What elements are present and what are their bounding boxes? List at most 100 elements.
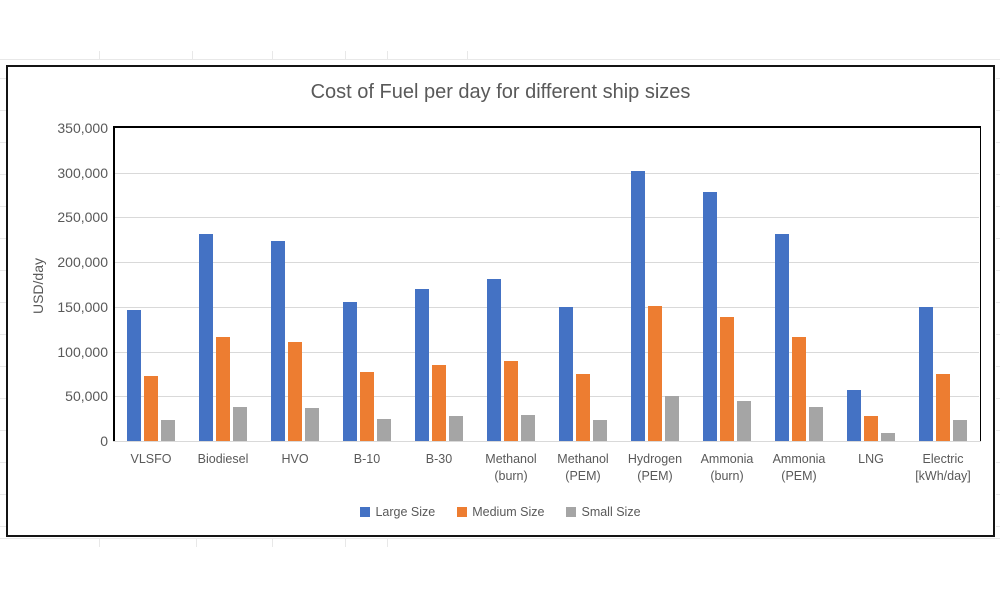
spreadsheet-gridline — [0, 334, 6, 335]
bar-small-size — [665, 396, 679, 441]
bar-large-size — [775, 234, 789, 441]
spreadsheet-gridline — [99, 51, 100, 59]
chart-frame: Cost of Fuel per day for different ship … — [6, 65, 995, 537]
bar-small-size — [809, 407, 823, 441]
bar-group — [475, 128, 547, 441]
bar-group — [907, 128, 979, 441]
bar-small-size — [953, 420, 967, 441]
bar-medium-size — [864, 416, 878, 441]
spreadsheet-gridline — [99, 539, 100, 547]
bar-medium-size — [144, 376, 158, 441]
bar-small-size — [521, 415, 535, 441]
legend-label: Large Size — [375, 505, 436, 519]
spreadsheet-gridline — [0, 538, 1000, 539]
bar-medium-size — [432, 365, 446, 441]
spreadsheet-gridline — [0, 526, 6, 527]
bar-group — [331, 128, 403, 441]
spreadsheet-gridline — [345, 51, 346, 59]
bar-group — [835, 128, 907, 441]
bar-small-size — [305, 408, 319, 441]
plot-right-border — [979, 126, 981, 442]
spreadsheet-gridline — [387, 539, 388, 547]
bar-small-size — [449, 416, 463, 441]
spreadsheet-gridline — [0, 366, 6, 367]
y-tick-label: 150,000 — [57, 298, 108, 315]
y-gridline — [115, 351, 979, 353]
bar-group — [691, 128, 763, 441]
spreadsheet-gridline — [0, 430, 6, 431]
spreadsheet-gridline — [996, 526, 1000, 527]
bar-medium-size — [288, 342, 302, 441]
spreadsheet-gridline — [996, 398, 1000, 399]
bar-large-size — [127, 310, 141, 441]
plot-area — [115, 128, 979, 441]
spreadsheet-gridline — [996, 206, 1000, 207]
spreadsheet-gridline — [996, 366, 1000, 367]
bar-large-size — [343, 302, 357, 441]
spreadsheet-gridline — [0, 270, 6, 271]
y-tick-label: 100,000 — [57, 343, 108, 360]
bar-small-size — [161, 420, 175, 441]
bar-large-size — [559, 307, 573, 441]
x-tick-label: B-30 — [425, 452, 453, 466]
spreadsheet-gridline — [996, 302, 1000, 303]
y-tick-label: 300,000 — [57, 164, 108, 181]
bar-medium-size — [720, 317, 734, 441]
y-gridline — [115, 396, 979, 398]
spreadsheet-gridline — [996, 238, 1000, 239]
bar-small-size — [881, 433, 895, 441]
spreadsheet-gridline — [0, 110, 6, 111]
bar-small-size — [377, 419, 391, 441]
y-axis-line — [113, 126, 115, 442]
spreadsheet-gridline — [996, 78, 1000, 79]
bar-group — [115, 128, 187, 441]
spreadsheet-gridline — [0, 302, 6, 303]
legend-color-swatch-icon — [566, 507, 577, 517]
legend: Large Size Medium Size Small Size — [8, 504, 993, 520]
spreadsheet-gridline — [996, 110, 1000, 111]
bar-large-size — [919, 307, 933, 441]
spreadsheet-gridline — [0, 174, 6, 175]
legend-label: Medium Size — [472, 505, 545, 519]
bar-group — [619, 128, 691, 441]
y-tick-label: 350,000 — [57, 120, 108, 136]
legend-item: Small Size — [566, 505, 641, 519]
bar-medium-size — [936, 374, 950, 441]
x-tick-label: Biodiesel — [197, 452, 249, 466]
spreadsheet-gridline — [996, 142, 1000, 143]
spreadsheet-gridline — [272, 51, 273, 59]
y-gridline — [115, 306, 979, 308]
x-tick-label: Methanol (burn) — [485, 452, 537, 483]
plot-top-border — [113, 126, 981, 128]
bar-medium-size — [792, 337, 806, 441]
y-gridline — [115, 262, 979, 264]
legend-item: Large Size — [360, 505, 435, 519]
spreadsheet-gridline — [0, 494, 6, 495]
spreadsheet-gridline — [192, 51, 193, 59]
spreadsheet-gridline — [996, 494, 1000, 495]
spreadsheet-gridline — [996, 270, 1000, 271]
spreadsheet-gridline — [996, 334, 1000, 335]
x-tick-label: VLSFO — [130, 452, 172, 466]
spreadsheet-gridline — [467, 51, 468, 59]
x-tick-label: B-10 — [353, 452, 381, 466]
bar-large-size — [415, 289, 429, 441]
bar-large-size — [487, 279, 501, 441]
x-axis-line — [113, 441, 981, 442]
spreadsheet-gridline — [996, 174, 1000, 175]
bar-small-size — [233, 407, 247, 441]
bar-large-size — [271, 241, 285, 441]
bar-large-size — [199, 234, 213, 441]
chart-title: Cost of Fuel per day for different ship … — [310, 81, 691, 103]
spreadsheet-gridline — [0, 238, 6, 239]
spreadsheet-gridline — [0, 142, 6, 143]
spreadsheet-gridline — [0, 78, 6, 79]
x-tick-label: LNG — [858, 452, 884, 466]
spreadsheet-gridline — [345, 539, 346, 547]
bar-group — [403, 128, 475, 441]
spreadsheet-gridline — [996, 462, 1000, 463]
bar-group — [259, 128, 331, 441]
bar-small-size — [737, 401, 751, 441]
spreadsheet-gridline — [0, 398, 6, 399]
x-tick-label: Ammonia (PEM) — [772, 452, 826, 483]
